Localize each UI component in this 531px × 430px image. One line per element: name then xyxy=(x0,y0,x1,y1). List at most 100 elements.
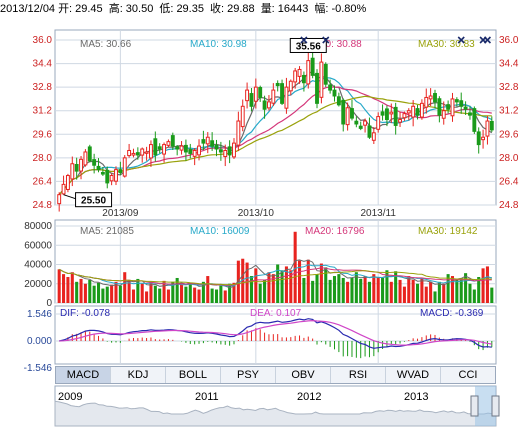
candle-body xyxy=(419,102,424,118)
volume-bar xyxy=(455,279,459,303)
candle-body xyxy=(358,125,363,129)
quote-header: 2013/12/04 开: 29.45 高: 30.50 低: 29.35 收: 29.8… xyxy=(0,0,531,18)
candle-body xyxy=(393,106,398,126)
candle-body xyxy=(74,164,79,172)
candle-body xyxy=(472,108,477,132)
candle-body xyxy=(336,96,341,106)
volume-bar xyxy=(166,289,170,303)
candle-body xyxy=(258,87,263,98)
volume-bar xyxy=(127,279,131,303)
volume-bar xyxy=(381,277,385,303)
candle-body xyxy=(301,74,306,84)
candle-body xyxy=(371,132,376,141)
price-tick-right: 28.0 xyxy=(499,153,519,164)
volume-bar xyxy=(175,277,179,303)
price-tick-right: 36.0 xyxy=(499,35,519,46)
candle-body xyxy=(354,120,359,125)
price-tick-left: 34.4 xyxy=(33,59,53,70)
candle-body xyxy=(402,113,407,119)
volume-bar xyxy=(88,279,92,303)
candle-body xyxy=(253,86,258,102)
candle-body xyxy=(179,145,184,151)
macd-legend-0: DIF: -0.078 xyxy=(60,308,110,319)
candle-body xyxy=(389,111,394,115)
volume-bar xyxy=(158,288,162,303)
date-axis-label: 2013/09 xyxy=(102,208,139,219)
tab-obv[interactable]: OBV xyxy=(276,367,331,383)
volume-bar xyxy=(223,290,227,303)
high-label: 高: xyxy=(108,3,123,15)
candle-body xyxy=(114,169,118,182)
volume-bar xyxy=(354,272,358,303)
tab-boll[interactable]: BOLL xyxy=(166,367,221,383)
candle-body xyxy=(341,99,346,125)
candle-body xyxy=(218,149,223,153)
overview-year-label: 2013 xyxy=(404,391,428,403)
candle-body xyxy=(197,145,201,156)
volume-bar xyxy=(153,285,157,303)
volume-bar xyxy=(367,281,371,303)
volume-bar xyxy=(263,279,267,303)
volume-bar xyxy=(271,274,275,303)
volume-bar xyxy=(254,268,258,303)
low-pointer xyxy=(63,194,76,200)
volume-bar xyxy=(302,277,306,303)
volume-ma5-line xyxy=(58,259,492,289)
volume-bar xyxy=(337,274,341,303)
high-label: 35.56 xyxy=(296,41,321,52)
tab-wvad[interactable]: WVAD xyxy=(386,367,441,383)
candle-body xyxy=(65,175,70,190)
volume-bar xyxy=(149,281,153,303)
overview-handle-left xyxy=(470,395,479,417)
volume-legend-3: MA30: 19142 xyxy=(418,226,478,237)
candle-body xyxy=(245,89,250,102)
candle-body xyxy=(170,135,175,147)
price-tick-left: 32.8 xyxy=(33,82,53,93)
volume-bar xyxy=(359,278,363,303)
price-ma5-line xyxy=(58,71,493,196)
volume-bar xyxy=(472,289,476,303)
candle-body xyxy=(232,142,236,158)
overview-area[interactable]: 2009 2011 2012 2013 xyxy=(54,385,500,427)
tab-kdj[interactable]: KDJ xyxy=(111,367,166,383)
stock-chart[interactable]: 2009 2011 2012 2013 36.0 36.0 34.4 34.4 32.8 32.… xyxy=(0,18,531,430)
change-value: -0.80% xyxy=(331,3,367,15)
candle-body xyxy=(135,152,140,156)
tab-psy[interactable]: PSY xyxy=(221,367,276,383)
candle-body xyxy=(240,105,245,128)
volume-bar xyxy=(350,277,354,303)
candle-body xyxy=(411,105,416,118)
volume-bar xyxy=(184,286,188,303)
date-axis-label: 2013/10 xyxy=(238,208,275,219)
candle-body xyxy=(192,149,197,157)
volume-bar xyxy=(79,278,83,303)
volume-bar xyxy=(420,277,424,303)
tab-macd[interactable]: MACD xyxy=(56,367,111,383)
candlesticks xyxy=(57,46,494,212)
volume-bar xyxy=(407,276,411,303)
volume-bar xyxy=(459,277,463,303)
overview-handle-right xyxy=(491,395,500,417)
candle-body xyxy=(275,82,280,87)
volume-bar xyxy=(398,279,402,303)
volume-bar xyxy=(437,281,441,303)
candle-body xyxy=(175,146,180,150)
candle-body xyxy=(384,108,389,121)
volume-bar xyxy=(446,274,450,303)
price-tick-right: 31.2 xyxy=(499,106,519,117)
volume-bar xyxy=(372,274,376,303)
volume-bar xyxy=(70,272,74,303)
tab-rsi[interactable]: RSI xyxy=(331,367,386,383)
volume-bar xyxy=(411,279,415,303)
indicator-tabs: MACD KDJ BOLL PSY OBV RSI WVAD CCI xyxy=(55,366,496,384)
volume-bar xyxy=(477,277,481,303)
price-tick-right: 34.4 xyxy=(499,59,519,70)
volume-bar xyxy=(136,278,140,303)
open-value: 29.45 xyxy=(75,3,103,15)
candle-body xyxy=(406,110,411,114)
tab-cci[interactable]: CCI xyxy=(458,369,478,381)
candle-body xyxy=(288,80,293,92)
candle-body xyxy=(118,169,123,174)
price-tick-left: 36.0 xyxy=(33,35,53,46)
volume-bar xyxy=(424,286,428,303)
